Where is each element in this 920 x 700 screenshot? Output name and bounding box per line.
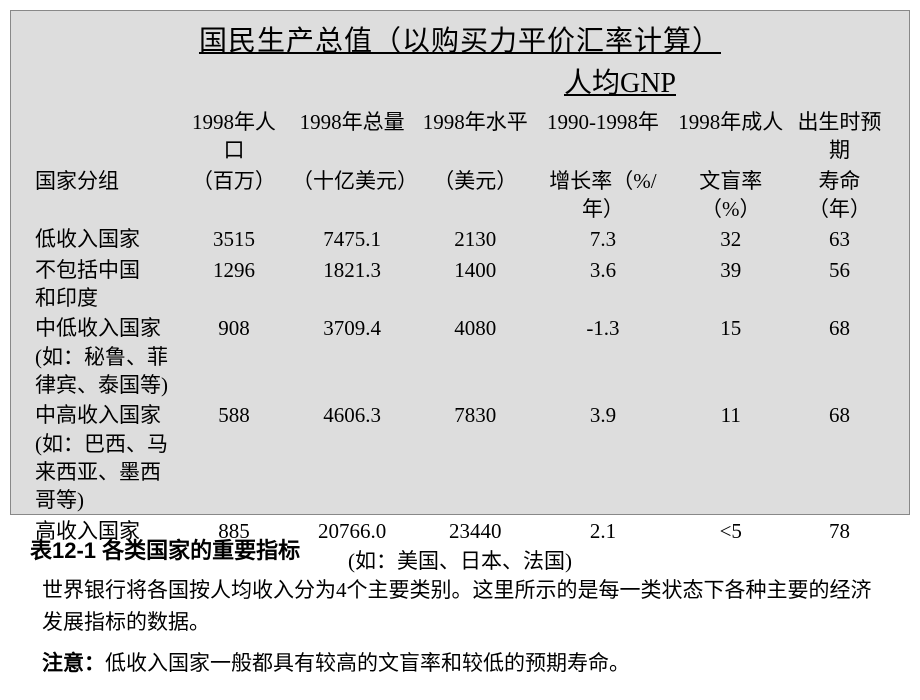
cell: 4080 [416,313,534,400]
note-prefix: 注意： [42,652,105,675]
cell: 7830 [416,400,534,515]
row-label: 高收入国家 [31,516,180,546]
hdr-life: 出生时预期 [790,107,889,166]
cell: 7.3 [534,224,671,254]
table-row-last-top: 高收入国家 885 20766.0 23440 2.1 <5 78 [31,516,889,546]
cell: 2.1 [534,516,671,546]
table-row: 低收入国家 3515 7475.1 2130 7.3 32 63 [31,224,889,254]
cell: 56 [790,255,889,314]
hdr-level-unit: （美元） [416,166,534,225]
hdr-growth: 1990-1998年 [534,107,671,166]
cell: 1296 [180,255,288,314]
cell: 3.9 [534,400,671,515]
cell: 63 [790,224,889,254]
cell: 32 [672,224,790,254]
cell: 3515 [180,224,288,254]
gnp-table: 1998年人口 1998年总量 1998年水平 1990-1998年 1998年… [31,107,889,577]
cell: 23440 [416,516,534,546]
caption-body: 世界银行将各国按人均收入分为4个主要类别。这里所示的是每一类状态下各种主要的经济… [42,575,890,638]
hdr-total: 1998年总量 [288,107,416,166]
cell: 15 [672,313,790,400]
cell: 7475.1 [288,224,416,254]
hdr-life-unit: 寿命（年） [790,166,889,225]
cell: 1400 [416,255,534,314]
table-row: 不包括中国 和印度 1296 1821.3 1400 3.6 39 56 [31,255,889,314]
main-title: 国民生产总值（以购买力平价汇率计算） [31,19,889,59]
cell: 20766.0 [288,516,416,546]
slide-panel: 国民生产总值（以购买力平价汇率计算） 人均GNP 1998年人口 1998年总量… [10,10,910,515]
row-label: 不包括中国 和印度 [31,255,180,314]
hdr-level: 1998年水平 [416,107,534,166]
hdr-total-unit: （十亿美元） [288,166,416,225]
row-label-extra: (如：美国、日本、法国) [31,546,889,576]
row-label: 中高收入国家 (如：巴西、马 来西亚、墨西 哥等) [31,400,180,515]
cell: 39 [672,255,790,314]
hdr-growth-unit: 增长率（%/年） [534,166,671,225]
row-label: 低收入国家 [31,224,180,254]
cell: 908 [180,313,288,400]
cell: -1.3 [534,313,671,400]
cell: 1821.3 [288,255,416,314]
hdr-literacy: 1998年成人 [672,107,790,166]
subtitle: 人均GNP [31,61,889,101]
cell: 68 [790,313,889,400]
header-row-1: 1998年人口 1998年总量 1998年水平 1990-1998年 1998年… [31,107,889,166]
hdr-literacy-unit: 文盲率（%） [672,166,790,225]
cell: 885 [180,516,288,546]
cell: 68 [790,400,889,515]
hdr-pop: 1998年人口 [180,107,288,166]
header-row-2: 国家分组 （百万） （十亿美元） （美元） 增长率（%/年） 文盲率（%） 寿命… [31,166,889,225]
cell: 4606.3 [288,400,416,515]
cell: 3.6 [534,255,671,314]
hdr-group: 国家分组 [31,166,180,225]
note-text: 低收入国家一般都具有较高的文盲率和较低的预期寿命。 [105,651,630,675]
caption-note: 注意：低收入国家一般都具有较高的文盲率和较低的预期寿命。 [42,648,890,680]
cell: 588 [180,400,288,515]
cell: <5 [672,516,790,546]
hdr-blank [31,107,180,166]
hdr-pop-unit: （百万） [180,166,288,225]
cell: 78 [790,516,889,546]
cell: 3709.4 [288,313,416,400]
row-label: 中低收入国家 (如：秘鲁、菲 律宾、泰国等) [31,313,180,400]
table-row: 中高收入国家 (如：巴西、马 来西亚、墨西 哥等) 588 4606.3 783… [31,400,889,515]
cell: 11 [672,400,790,515]
table-row-last-extra: (如：美国、日本、法国) [31,546,889,576]
table-row: 中低收入国家 (如：秘鲁、菲 律宾、泰国等) 908 3709.4 4080 -… [31,313,889,400]
cell: 2130 [416,224,534,254]
